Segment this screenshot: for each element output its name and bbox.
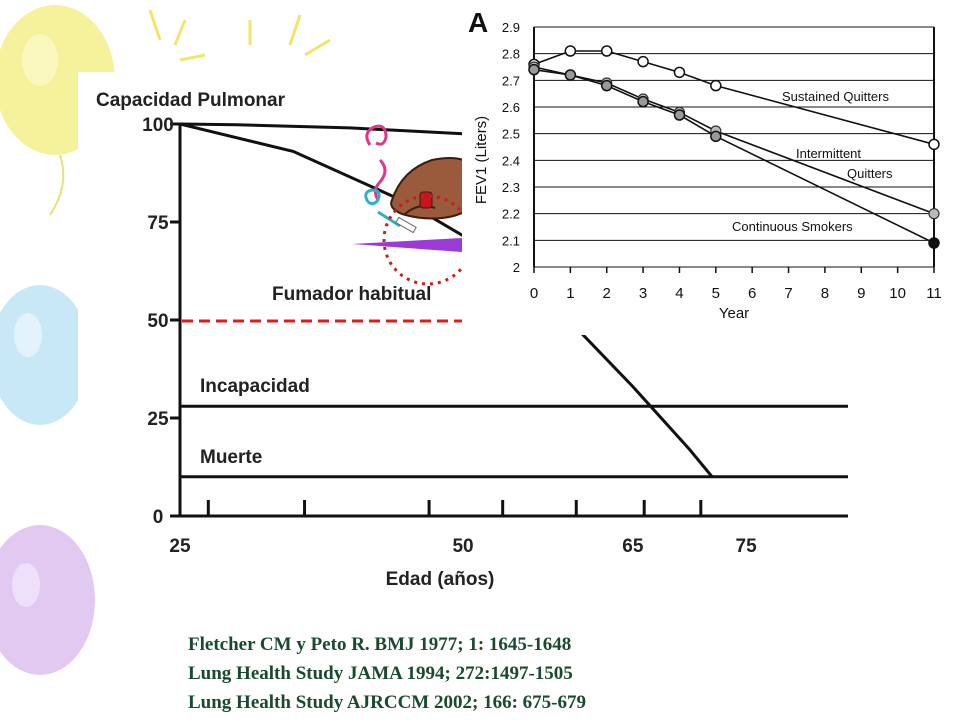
inset-x-tick-label: 8	[821, 285, 829, 302]
main-axes	[170, 122, 848, 518]
inset-tick-labels: 2 2.1 2.2 2.3 2.4 2.5 2.6 2.7 2.8 2.9 0 1 2 3 4 5 6 7 8 9 10…	[502, 20, 942, 302]
open-circle-marker	[710, 79, 722, 92]
main-y-tick-label: 100	[142, 115, 174, 136]
label-continuous-smokers: Continuous Smokers	[732, 219, 853, 234]
inset-x-tick-label: 4	[675, 285, 683, 302]
filled-circle-marker	[710, 130, 722, 143]
inset-y-tick-label: 2.1	[502, 233, 520, 248]
inset-y-tick-label: 2.2	[502, 207, 520, 222]
inset-y-tick-label: 2.6	[502, 100, 520, 115]
inset-x-tick-label: 3	[639, 285, 647, 302]
fev1-inset-chart: A 2 2.1 2.2 2.3 2.4 2.5 2.6 2.7 2.8 2.9 0 1 2 3 4 5 6 7 8 9…	[462, 0, 952, 335]
main-y-tick-label: 50	[147, 311, 168, 332]
main-y-tick-label: 0	[153, 507, 164, 528]
inset-ylabel: FEV1 (Liters)	[473, 116, 490, 204]
hatched-circle-marker	[928, 208, 940, 220]
inset-y-tick-label: 2.9	[502, 20, 520, 35]
main-xlabel: Edad (años)	[386, 569, 495, 590]
main-chart-title: Capacidad Pulmonar	[96, 90, 286, 111]
balloon-blue-icon	[0, 285, 90, 425]
label-sustained-quitters: Sustained Quitters	[782, 89, 889, 104]
filled-circle-marker	[528, 63, 540, 76]
label-quitters: Quitters	[847, 166, 893, 181]
open-circle-marker	[928, 138, 940, 151]
reference-item: Fletcher CM y Peto R. BMJ 1977; 1: 1645-…	[188, 634, 572, 655]
inset-x-tick-label: 6	[748, 285, 756, 302]
disability-label: Incapacidad	[200, 376, 310, 397]
inset-y-tick-label: 2.5	[502, 127, 520, 142]
main-y-tick-label: 25	[147, 409, 169, 430]
inset-x-tick-label: 1	[566, 285, 574, 302]
filled-circle-marker	[564, 69, 577, 81]
inset-x-tick-label: 0	[530, 285, 538, 302]
label-intermittent: Intermittent	[796, 146, 861, 161]
inset-x-tick-label: 10	[889, 285, 906, 302]
inset-xlabel: Year	[719, 305, 749, 322]
reference-list: Fletcher CM y Peto R. BMJ 1977; 1: 1645-…	[188, 630, 586, 717]
inset-x-tick-label: 11	[926, 285, 942, 302]
balloon-purple-icon	[0, 525, 95, 675]
inset-y-tick-label: 2.4	[502, 153, 520, 168]
filled-circle-marker	[600, 79, 613, 92]
filled-circle-marker	[928, 237, 940, 249]
reference-item: Lung Health Study AJRCCM 2002; 166: 675-…	[188, 692, 586, 713]
main-y-tick-label: 75	[147, 213, 169, 234]
main-x-tick-label: 65	[622, 536, 644, 557]
open-circle-marker	[673, 66, 686, 79]
panel-label: A	[468, 7, 488, 38]
sun-rays-icon	[148, 9, 331, 62]
inset-x-tick-label: 7	[784, 285, 792, 302]
main-x-tick-label: 50	[452, 536, 473, 557]
death-label: Muerte	[200, 447, 262, 468]
filled-circle-marker	[637, 95, 649, 108]
reference-item: Lung Health Study JAMA 1994; 272:1497-15…	[188, 663, 573, 684]
smoker-label: Fumador habitual	[272, 284, 431, 305]
inset-x-tick-label: 9	[857, 285, 865, 302]
inset-x-tick-label: 5	[712, 285, 720, 302]
inset-series	[528, 45, 940, 249]
inset-grid	[533, 26, 935, 273]
main-x-tick-label: 75	[736, 536, 758, 557]
inset-y-tick-label: 2.7	[502, 73, 520, 88]
open-circle-marker	[564, 45, 577, 57]
inset-y-tick-label: 2.3	[502, 180, 520, 195]
main-x-tick-label: 25	[169, 536, 191, 557]
inset-x-tick-label: 2	[603, 285, 611, 302]
open-circle-marker	[600, 45, 613, 57]
hand-holding-cigarette-icon	[352, 124, 474, 286]
filled-circle-marker	[673, 109, 686, 121]
open-circle-marker	[637, 55, 649, 68]
purple-pointer	[352, 238, 462, 252]
inset-y-tick-label: 2	[513, 260, 520, 275]
inset-y-tick-label: 2.8	[502, 47, 520, 62]
